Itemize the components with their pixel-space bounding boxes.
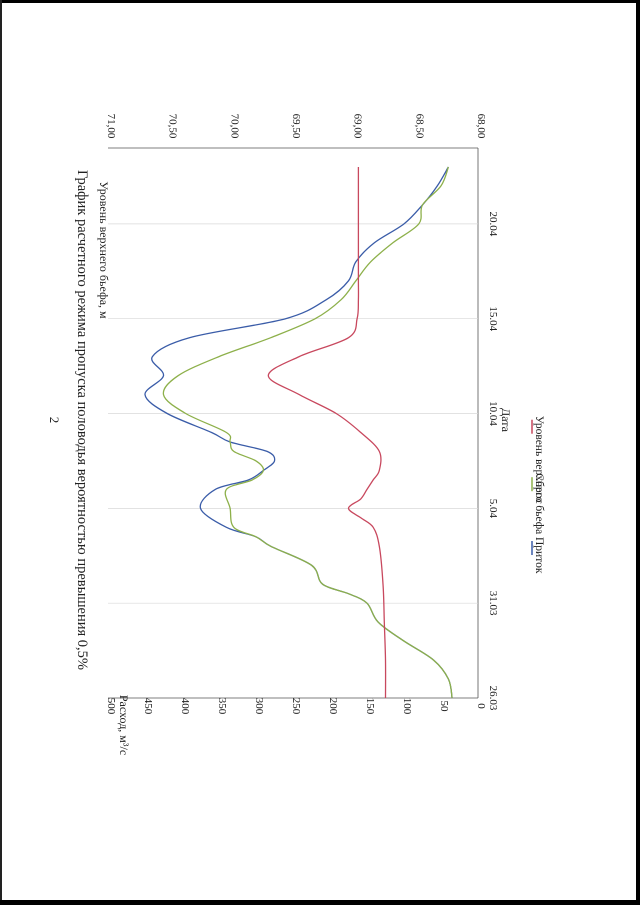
y-right-tick-label: 70,50 xyxy=(167,114,179,139)
legend-label: Уровень верхнего бьефа xyxy=(533,416,545,535)
y-left-tick-label: 450 xyxy=(142,698,154,715)
x-axis-label: Дата xyxy=(499,408,513,433)
scan-edge-top xyxy=(0,0,640,3)
y-axis-label-right: Уровень верхнего бьефа, м xyxy=(97,181,111,319)
series-line-Сброс xyxy=(162,166,453,699)
x-tick-label: 26.03 xyxy=(487,686,499,711)
legend-item: Приток xyxy=(531,537,545,574)
y-axis-label-left: Расход, м³/с xyxy=(117,695,131,755)
y-left-tick-label: 250 xyxy=(290,698,302,715)
y-right-tick-label: 68,00 xyxy=(475,114,487,139)
x-tick-labels: 26.03 31.03 5.04 10.04 15.04 20.04 xyxy=(487,211,499,710)
y-left-tick-label: 500 xyxy=(105,698,117,715)
y-right-tick-labels: 68,00 68,50 69,00 69,50 70,00 70,50 71,00 xyxy=(105,114,487,139)
chart-title: График расчетного режима пропуска полово… xyxy=(74,170,90,670)
y-left-tick-label: 300 xyxy=(253,698,265,715)
y-left-tick-label: 0 xyxy=(475,703,487,709)
legend-item: Сброс xyxy=(531,473,545,504)
y-left-tick-label: 350 xyxy=(216,698,228,715)
y-right-tick-label: 69,50 xyxy=(290,114,302,139)
grid-lines xyxy=(108,223,478,604)
y-right-tick-label: 70,00 xyxy=(228,114,240,139)
series-line-level xyxy=(267,167,387,699)
y-left-tick-label: 100 xyxy=(401,698,413,715)
scan-edge-left xyxy=(0,0,2,905)
x-tick-label: 31.03 xyxy=(487,591,499,616)
y-left-tick-label: 400 xyxy=(179,698,191,715)
legend-label: Приток xyxy=(533,537,545,574)
x-tick-label: 5.04 xyxy=(487,499,499,519)
y-left-tick-label: 50 xyxy=(438,701,450,713)
page-number: 2 xyxy=(47,417,62,424)
y-right-tick-label: 68,50 xyxy=(413,114,425,139)
legend-item: Уровень верхнего бьефа xyxy=(531,416,545,535)
y-left-tick-labels: 0 50 100 150 200 250 300 350 400 450 500 xyxy=(105,698,487,715)
scan-edge-bottom xyxy=(0,900,640,905)
series-lines xyxy=(144,166,453,699)
x-tick-label: 10.04 xyxy=(487,401,499,426)
y-right-tick-label: 71,00 xyxy=(105,114,117,139)
y-right-tick-label: 69,00 xyxy=(352,114,364,139)
series-line-Приток xyxy=(144,166,453,699)
x-tick-label: 20.04 xyxy=(487,211,499,236)
legend-label: Сброс xyxy=(533,473,545,504)
x-tick-label: 15.04 xyxy=(487,306,499,331)
y-left-tick-label: 200 xyxy=(327,698,339,715)
y-left-tick-label: 150 xyxy=(364,698,376,715)
scan-edge-right xyxy=(636,0,640,905)
plot-area xyxy=(108,147,479,699)
